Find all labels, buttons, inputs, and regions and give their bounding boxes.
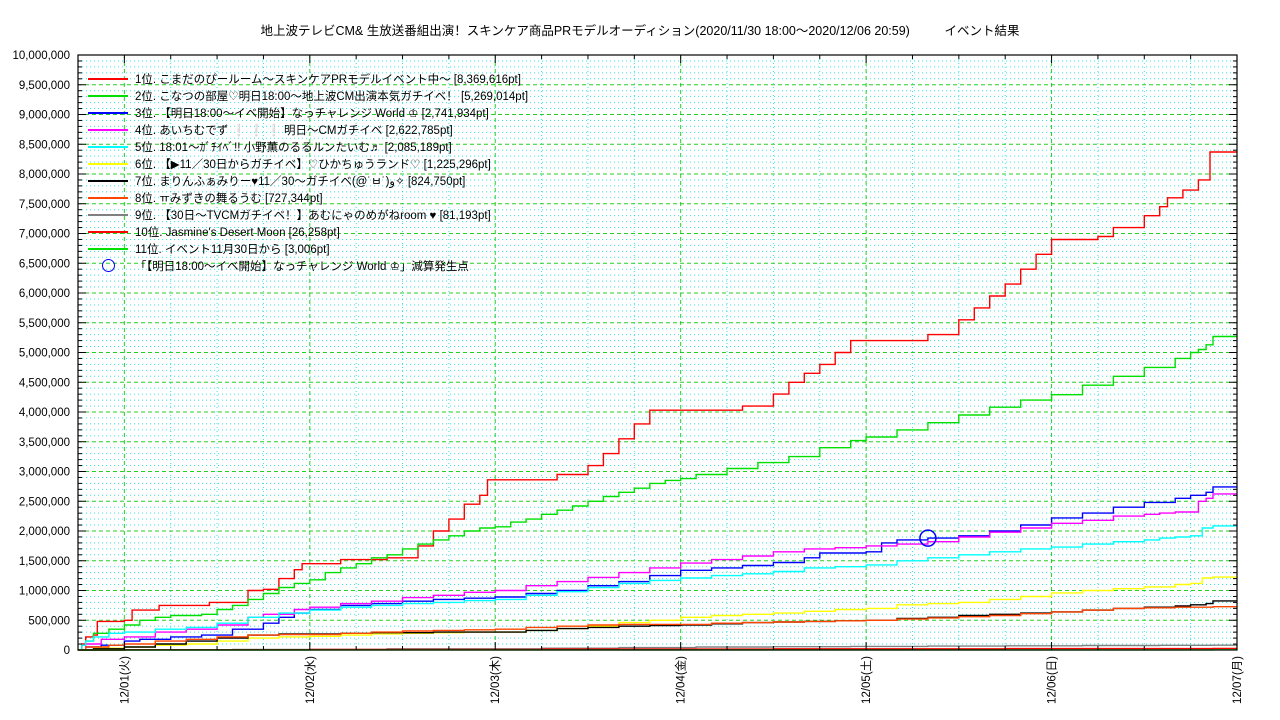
series-line-rank-1	[78, 151, 1237, 651]
y-tick-label: 2,500,000	[19, 496, 70, 508]
legend-line-swatch	[88, 128, 128, 131]
legend-label: 11位. イベント11月30日から [3,006pt]	[135, 243, 330, 256]
y-tick-label: 6,500,000	[19, 258, 70, 270]
y-tick-label: 0	[64, 645, 70, 657]
legend-item-rank-9: 9位. 【30日〜TVCMガチイベ！】あむにゃのめがねroom ♥ [81,19…	[88, 206, 528, 223]
y-tick-label: 8,000,000	[19, 169, 70, 181]
legend-label: 1位. こまだのぴールーム〜スキンケアPRモデルイベント中〜 [8,369,61…	[135, 73, 521, 86]
y-tick-label: 3,000,000	[19, 467, 70, 479]
y-tick-label: 1,000,000	[19, 586, 70, 598]
series-line-rank-5	[78, 525, 1237, 651]
axes	[77, 54, 1238, 651]
legend-label: 9位. 【30日〜TVCMガチイベ！】あむにゃのめがねroom ♥ [81,19…	[135, 209, 491, 222]
series-line-rank-3	[78, 486, 1237, 651]
x-tick-label: 12/07(月)	[1232, 656, 1244, 704]
axis-labels: 10,000,000 9,500,000 9,000,000 8,500,000 8,0…	[12, 50, 1244, 704]
series-line-rank-7	[78, 600, 1237, 651]
series-line-rank-2	[78, 335, 1237, 651]
x-tick-label: 12/02(水)	[304, 656, 317, 704]
y-tick-label: 5,000,000	[19, 348, 70, 360]
legend-line-swatch	[88, 230, 128, 233]
y-tick-label: 6,000,000	[19, 288, 70, 300]
legend-label: 6位. 【▶11／30日からガチイベ】♡ひかちゅうランド♡ [1,225,296…	[135, 158, 491, 171]
legend-label: 4位. あいちむでず ❕ ❕ ❕ 明日〜CMガチイベ [2,622,785pt]	[135, 124, 453, 137]
legend-item-rank-3: 3位. 【明日18:00〜イベ開始】なっチャレンジ World ♔ [2,741…	[88, 104, 528, 121]
legend-line-swatch	[88, 94, 128, 97]
y-tick-label: 8,500,000	[19, 139, 70, 151]
x-tick-label: 12/06(日)	[1047, 656, 1059, 704]
legend-label: 7位. まりんふぁみりー♥11／30〜ガチイベ(@˙ㅂ˙)و✧ [824,750…	[135, 175, 466, 188]
x-tick-label: 12/04(金)	[674, 656, 688, 704]
y-tick-label: 3,500,000	[19, 437, 70, 449]
legend-line-swatch	[88, 247, 128, 250]
y-tick-label: 1,500,000	[19, 556, 70, 568]
x-tick-label: 12/03(木)	[489, 656, 502, 704]
legend-item-rank-6: 6位. 【▶11／30日からガチイベ】♡ひかちゅうランド♡ [1,225,296…	[88, 155, 528, 172]
legend-line-swatch	[88, 77, 128, 80]
legend-line-swatch	[88, 162, 128, 165]
legend-item-rank-4: 4位. あいちむでず ❕ ❕ ❕ 明日〜CMガチイベ [2,622,785pt]	[88, 121, 528, 138]
legend-label: 8位. ㅠみずきの舞るうむ [727,344pt]	[135, 192, 323, 205]
legend-line-swatch	[88, 179, 128, 182]
series-line-rank-8	[78, 606, 1237, 651]
legend-label: 「【明日18:00〜イベ開始】なっチャレンジ World ♔」減算発生点	[135, 260, 469, 273]
legend-item-rank-10: 10位. Jasmine's Desert Moon [26,258pt]	[88, 223, 528, 240]
x-tick-label: 12/01(火)	[118, 656, 131, 704]
y-tick-label: 7,500,000	[19, 199, 70, 211]
legend-label: 10位. Jasmine's Desert Moon [26,258pt]	[135, 226, 340, 239]
legend-line-swatch	[88, 145, 128, 148]
y-tick-label: 7,000,000	[19, 229, 70, 241]
legend-line-swatch	[88, 111, 128, 114]
y-tick-label: 4,000,000	[19, 407, 70, 419]
legend: 1位. こまだのぴールーム〜スキンケアPRモデルイベント中〜 [8,369,61…	[88, 70, 528, 274]
legend-item-rank-7: 7位. まりんふぁみりー♥11／30〜ガチイベ(@˙ㅂ˙)و✧ [824,750…	[88, 172, 528, 189]
legend-label: 3位. 【明日18:00〜イベ開始】なっチャレンジ World ♔ [2,741…	[135, 107, 489, 120]
legend-item-rank-5: 5位. 18:01〜ｶﾞﾁｲﾍﾞ!! 小野薫のるるルンたいむ♬ [2,085,1…	[88, 138, 528, 155]
chart-title: 地上波テレビCM& 生放送番組出演！スキンケア商品PRモデルオーディション(20…	[260, 24, 1020, 38]
series-line-rank-6	[78, 576, 1237, 651]
legend-item-rank-1: 1位. こまだのぴールーム〜スキンケアPRモデルイベント中〜 [8,369,61…	[88, 70, 528, 87]
y-tick-label: 500,000	[28, 615, 70, 627]
y-tick-label: 9,500,000	[19, 80, 70, 92]
legend-item-rank-8: 8位. ㅠみずきの舞るうむ [727,344pt]	[88, 189, 528, 206]
y-tick-label: 10,000,000	[12, 50, 70, 62]
legend-item-rank-11: 11位. イベント11月30日から [3,006pt]	[88, 240, 528, 257]
legend-line-swatch	[88, 213, 128, 216]
legend-item-deduction-marker: 「【明日18:00〜イベ開始】なっチャレンジ World ♔」減算発生点	[88, 257, 528, 274]
y-tick-label: 4,500,000	[19, 377, 70, 389]
y-tick-label: 5,500,000	[19, 318, 70, 330]
legend-item-rank-2: 2位. こなつの部屋♡明日18:00〜地上波CM出演本気ガチイベ！ [5,269…	[88, 87, 528, 104]
deduction-marker	[919, 529, 937, 547]
legend-label: 2位. こなつの部屋♡明日18:00〜地上波CM出演本気ガチイベ！ [5,269…	[135, 90, 529, 103]
legend-line-swatch	[88, 196, 128, 199]
x-tick-label: 12/05(土)	[860, 656, 873, 704]
y-tick-label: 2,000,000	[19, 526, 70, 538]
deduction-circle-icon	[88, 259, 128, 272]
legend-label: 5位. 18:01〜ｶﾞﾁｲﾍﾞ!! 小野薫のるるルンたいむ♬ [2,085,1…	[135, 141, 452, 154]
y-tick-label: 9,000,000	[19, 110, 70, 122]
